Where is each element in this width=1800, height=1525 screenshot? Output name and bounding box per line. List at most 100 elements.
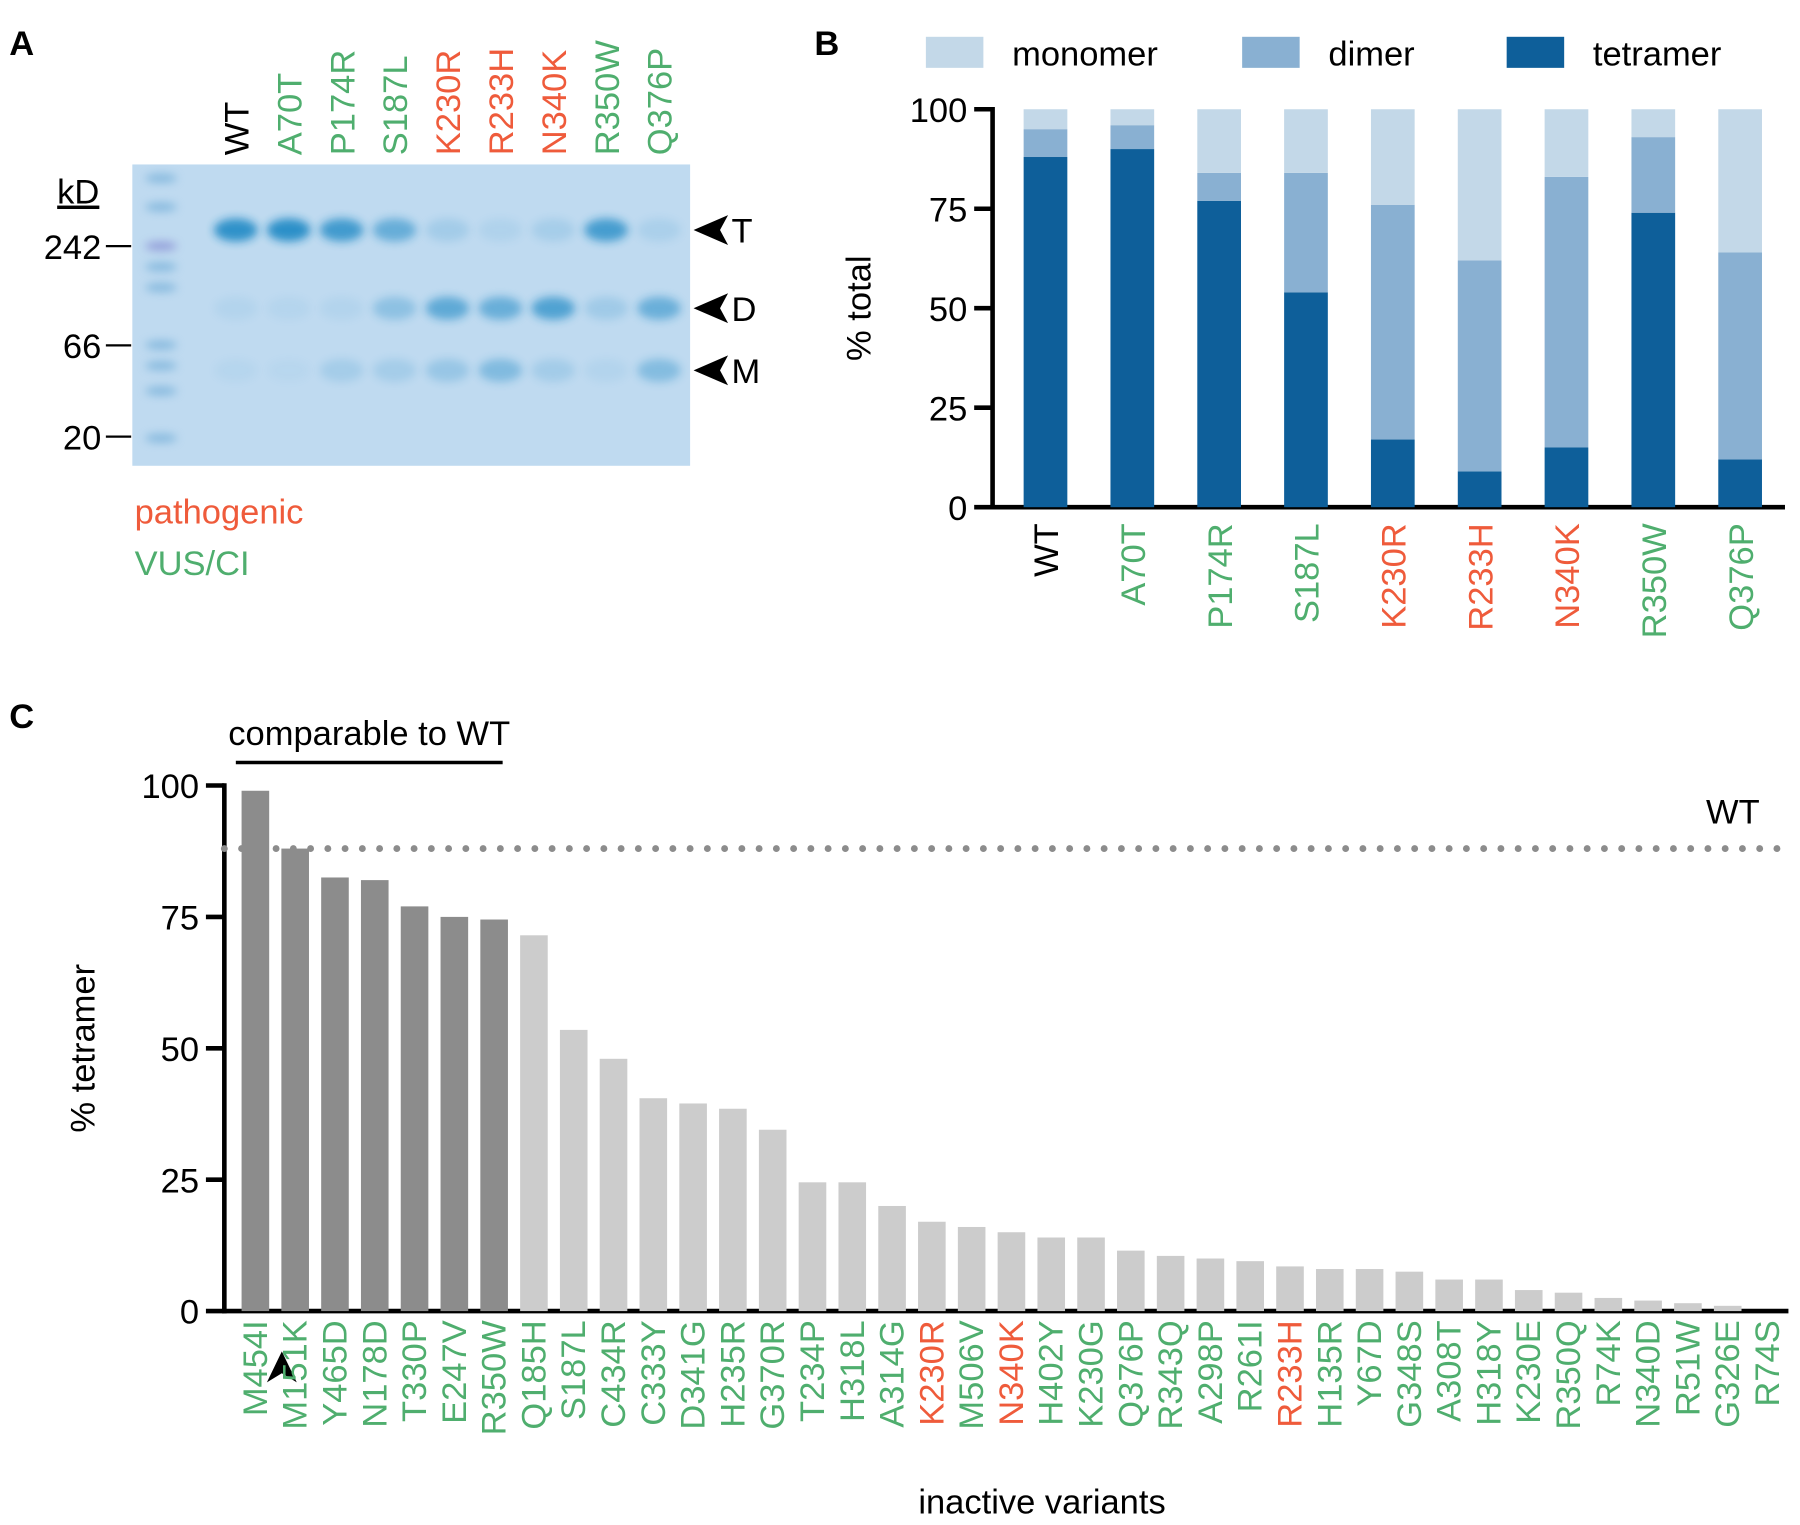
bar-segment bbox=[1023, 129, 1068, 158]
ladder-band bbox=[144, 173, 178, 183]
legend-label: monomer bbox=[1012, 36, 1158, 74]
bar-segment bbox=[1197, 200, 1241, 508]
gel-band bbox=[584, 358, 629, 382]
bar-segment bbox=[1284, 292, 1328, 508]
gel-band bbox=[478, 296, 523, 320]
gel-band bbox=[319, 358, 364, 382]
gel-band bbox=[266, 296, 311, 320]
x-tick-label: R343Q bbox=[1152, 1320, 1190, 1429]
band-arrow bbox=[693, 355, 729, 386]
bar bbox=[997, 1232, 1026, 1312]
bar bbox=[838, 1182, 867, 1312]
marker-label: 66 bbox=[63, 328, 101, 366]
bar bbox=[957, 1226, 986, 1312]
x-tick-label: N340K bbox=[1549, 523, 1587, 629]
bar-segment bbox=[1718, 109, 1762, 253]
band-arrow bbox=[693, 293, 729, 324]
x-tick-label: M454I bbox=[237, 1320, 275, 1416]
band-arrow bbox=[693, 215, 729, 245]
gel-band bbox=[319, 218, 364, 242]
bar-segment bbox=[1110, 149, 1155, 508]
bar bbox=[1355, 1269, 1384, 1312]
x-tick-label: C434R bbox=[595, 1320, 633, 1427]
x-tick-label: S187L bbox=[555, 1320, 593, 1420]
x-tick-label: C333Y bbox=[635, 1320, 673, 1426]
x-tick-label: H318L bbox=[834, 1320, 872, 1422]
y-tick-label: 100 bbox=[141, 768, 199, 806]
bar bbox=[679, 1103, 707, 1312]
legend-label: dimer bbox=[1328, 36, 1414, 74]
x-tick-label: N178D bbox=[356, 1320, 394, 1427]
ladder-band bbox=[144, 202, 178, 212]
x-tick-label: K230G bbox=[1073, 1320, 1111, 1427]
ladder-band bbox=[144, 241, 178, 251]
bar bbox=[281, 848, 309, 1312]
lane-label: R350W bbox=[589, 40, 627, 155]
bar-segment bbox=[1544, 176, 1589, 448]
x-tick-label: A308T bbox=[1431, 1320, 1469, 1422]
gel-band bbox=[584, 296, 629, 320]
bar-segment bbox=[1370, 204, 1415, 440]
gel-band bbox=[213, 296, 258, 320]
gel-band bbox=[372, 358, 417, 382]
bar bbox=[719, 1108, 747, 1312]
gel-band bbox=[531, 358, 576, 382]
x-tick-label: N340K bbox=[993, 1320, 1031, 1426]
y-tick-label: 25 bbox=[161, 1162, 199, 1200]
x-tick-label: T330P bbox=[396, 1320, 434, 1422]
ladder-band bbox=[144, 386, 178, 396]
bar-segment bbox=[1284, 172, 1328, 293]
bar bbox=[559, 1029, 588, 1312]
ladder-band bbox=[144, 361, 178, 371]
bar-segment bbox=[1370, 109, 1415, 205]
bar-segment bbox=[1631, 137, 1676, 213]
x-tick-label: G326E bbox=[1709, 1320, 1747, 1427]
bar bbox=[1475, 1279, 1503, 1312]
bar bbox=[1594, 1297, 1623, 1312]
gel-band bbox=[372, 218, 417, 242]
y-tick-label: 25 bbox=[929, 390, 967, 428]
x-tick-label: M506V bbox=[953, 1320, 991, 1429]
x-tick-label: D341G bbox=[675, 1320, 713, 1429]
x-axis-label: inactive variants bbox=[918, 1483, 1165, 1521]
bar-segment bbox=[1110, 109, 1155, 126]
x-tick-label: R74K bbox=[1590, 1320, 1628, 1406]
bar-segment bbox=[1457, 109, 1502, 261]
x-tick-label: R350W bbox=[1636, 523, 1674, 638]
gel-band bbox=[213, 218, 258, 242]
reference-label: WT bbox=[1706, 793, 1760, 831]
x-tick-label: Q376P bbox=[1723, 523, 1761, 630]
bar-segment bbox=[1544, 109, 1589, 177]
y-tick-label: 50 bbox=[929, 291, 967, 329]
gel-band bbox=[319, 296, 364, 320]
legend-label: VUS/CI bbox=[135, 545, 250, 583]
bar-segment bbox=[1197, 109, 1241, 173]
x-tick-label: R74S bbox=[1749, 1320, 1787, 1406]
x-tick-label: R350Q bbox=[1550, 1320, 1588, 1429]
lane-label: N340K bbox=[536, 50, 574, 156]
bar bbox=[520, 935, 548, 1312]
bar-segment bbox=[1284, 109, 1328, 173]
y-tick-label: 0 bbox=[948, 490, 967, 528]
bar-segment bbox=[1370, 439, 1415, 508]
lane-label: K230R bbox=[430, 50, 468, 156]
gel-band bbox=[584, 218, 629, 242]
bar bbox=[1634, 1300, 1662, 1312]
panel-label: B bbox=[814, 25, 839, 63]
x-tick-label: WT bbox=[1028, 523, 1066, 577]
bar bbox=[480, 919, 508, 1312]
marker-label: 20 bbox=[63, 419, 101, 457]
x-tick-label: A314G bbox=[874, 1320, 912, 1427]
bar bbox=[1077, 1237, 1105, 1312]
y-tick-label: 75 bbox=[929, 191, 967, 229]
lane-label: A70T bbox=[271, 73, 309, 155]
annotation: comparable to WT bbox=[228, 715, 510, 753]
x-tick-label: P174R bbox=[1202, 523, 1240, 629]
bar bbox=[599, 1058, 628, 1312]
gel-band bbox=[425, 296, 470, 320]
x-tick-label: G348S bbox=[1391, 1320, 1429, 1427]
band-label: M bbox=[732, 353, 761, 391]
x-tick-label: K230R bbox=[1375, 523, 1413, 629]
x-tick-label: H402Y bbox=[1033, 1320, 1071, 1426]
